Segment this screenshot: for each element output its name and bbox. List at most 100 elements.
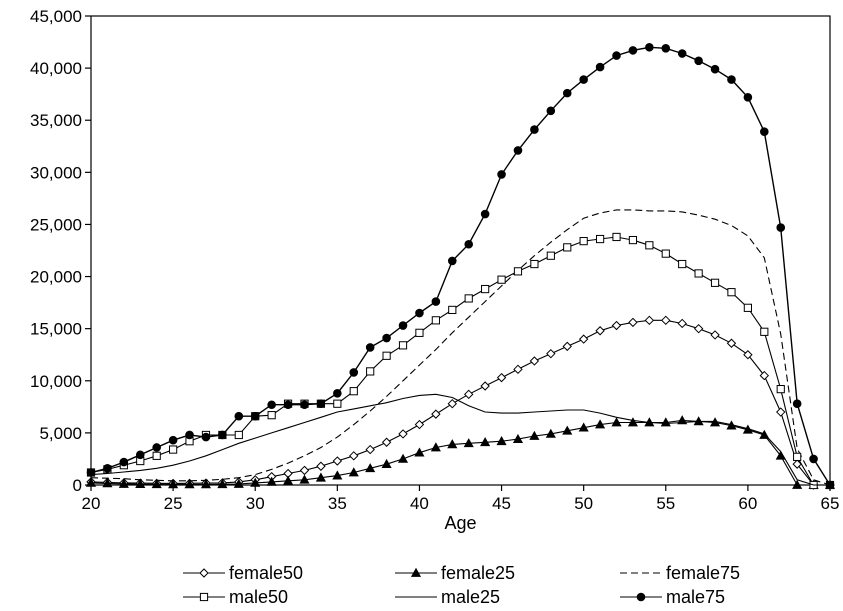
- legend-label: female50: [229, 563, 303, 583]
- data-point-female25: [578, 422, 589, 432]
- data-point-male75: [546, 106, 556, 116]
- data-point-male50: [595, 234, 605, 244]
- legend: female50 female25 female75 male50 male25 male…: [183, 563, 740, 607]
- data-point-male75: [267, 400, 276, 410]
- data-point-female50: [743, 350, 753, 360]
- data-point-male50: [415, 328, 424, 337]
- data-point-female25: [512, 433, 524, 444]
- data-point-female50: [529, 356, 540, 366]
- data-point-male75: [103, 464, 112, 473]
- data-point-male75: [464, 239, 474, 249]
- data-point-male75: [415, 308, 424, 318]
- legend-label: female25: [441, 563, 515, 583]
- series-line-male75: [90, 46, 831, 486]
- y-tick-label: 45,000: [30, 7, 82, 26]
- data-point-female25: [397, 453, 409, 463]
- data-point-female25: [200, 479, 212, 489]
- data-point-male50: [645, 241, 654, 250]
- data-point-female25: [315, 472, 326, 482]
- data-point-female25: [233, 478, 244, 488]
- data-point-male50: [366, 367, 375, 376]
- data-point-female50: [661, 315, 671, 326]
- data-point-female50: [792, 459, 802, 469]
- x-tick-label: 30: [246, 494, 265, 513]
- x-tick-label: 55: [656, 494, 675, 513]
- data-point-male50: [398, 341, 408, 350]
- data-point-female50: [644, 315, 655, 326]
- data-point-male50: [760, 327, 769, 336]
- data-point-female25: [365, 463, 376, 473]
- data-point-male75: [86, 468, 96, 477]
- data-point-male75: [234, 411, 244, 421]
- series-line-male50: [90, 236, 830, 486]
- data-point-male75: [185, 430, 194, 440]
- data-point-male50: [464, 294, 473, 303]
- data-point-male75: [349, 368, 359, 377]
- data-point-male75: [694, 56, 703, 66]
- data-point-female25: [447, 439, 458, 449]
- data-point-female50: [595, 326, 605, 336]
- legend-item-male25: male25: [395, 587, 500, 607]
- data-point-female25: [102, 478, 113, 488]
- y-tick-label: 25,000: [30, 215, 82, 234]
- data-point-female50: [332, 456, 343, 466]
- data-point-female50: [693, 323, 704, 334]
- data-point-male75: [497, 170, 506, 179]
- data-point-female25: [430, 442, 441, 452]
- series-female50: [86, 315, 835, 490]
- data-point-male75: [743, 92, 753, 102]
- legend-item-female50: female50: [183, 563, 303, 583]
- legend-label: male75: [666, 587, 725, 607]
- data-point-male75: [579, 75, 588, 84]
- data-point-male75: [119, 457, 129, 467]
- data-point-female25: [480, 437, 491, 447]
- data-point-female50: [776, 407, 786, 417]
- x-tick-label: 60: [738, 494, 757, 513]
- legend-item-male75: male75: [620, 587, 725, 607]
- data-point-male75: [612, 51, 621, 60]
- data-point-female25: [332, 470, 343, 480]
- data-point-male50: [793, 452, 802, 461]
- series-male25: [90, 393, 830, 486]
- data-point-female50: [710, 330, 720, 340]
- legend-marker: [410, 567, 422, 577]
- data-point-male50: [743, 303, 752, 312]
- data-point-male50: [612, 232, 621, 242]
- legend-marker: [199, 568, 209, 578]
- data-point-female50: [496, 372, 507, 383]
- data-point-male50: [776, 385, 785, 394]
- data-point-male50: [234, 430, 243, 440]
- data-point-male75: [792, 399, 802, 409]
- legend-marker: [199, 592, 209, 602]
- data-point-male75: [431, 297, 441, 306]
- series-male75: [86, 42, 835, 490]
- data-point-female50: [628, 317, 638, 328]
- data-point-male75: [365, 343, 375, 352]
- data-point-male50: [546, 251, 555, 260]
- data-point-female50: [299, 465, 310, 476]
- data-point-female50: [398, 429, 408, 439]
- data-point-female25: [463, 438, 474, 448]
- data-point-female25: [627, 417, 638, 427]
- data-point-female50: [546, 348, 556, 359]
- data-point-male50: [382, 351, 391, 360]
- legend-item-female75: female75: [620, 563, 740, 583]
- data-point-female50: [513, 364, 523, 375]
- data-point-female50: [431, 409, 441, 419]
- data-point-male75: [218, 430, 227, 440]
- data-point-male50: [579, 237, 588, 246]
- x-tick-label: 35: [328, 494, 347, 513]
- y-tick-label: 35,000: [30, 111, 82, 130]
- data-point-male75: [710, 64, 720, 74]
- data-point-female25: [660, 417, 671, 427]
- data-point-male50: [333, 399, 342, 408]
- data-point-female25: [118, 478, 129, 488]
- y-tick-label: 15,000: [30, 320, 82, 339]
- data-point-female25: [611, 417, 622, 427]
- data-point-female25: [135, 478, 146, 489]
- data-point-male50: [694, 269, 703, 278]
- data-point-male50: [431, 316, 440, 325]
- data-point-male50: [530, 259, 539, 269]
- data-point-male50: [349, 387, 358, 396]
